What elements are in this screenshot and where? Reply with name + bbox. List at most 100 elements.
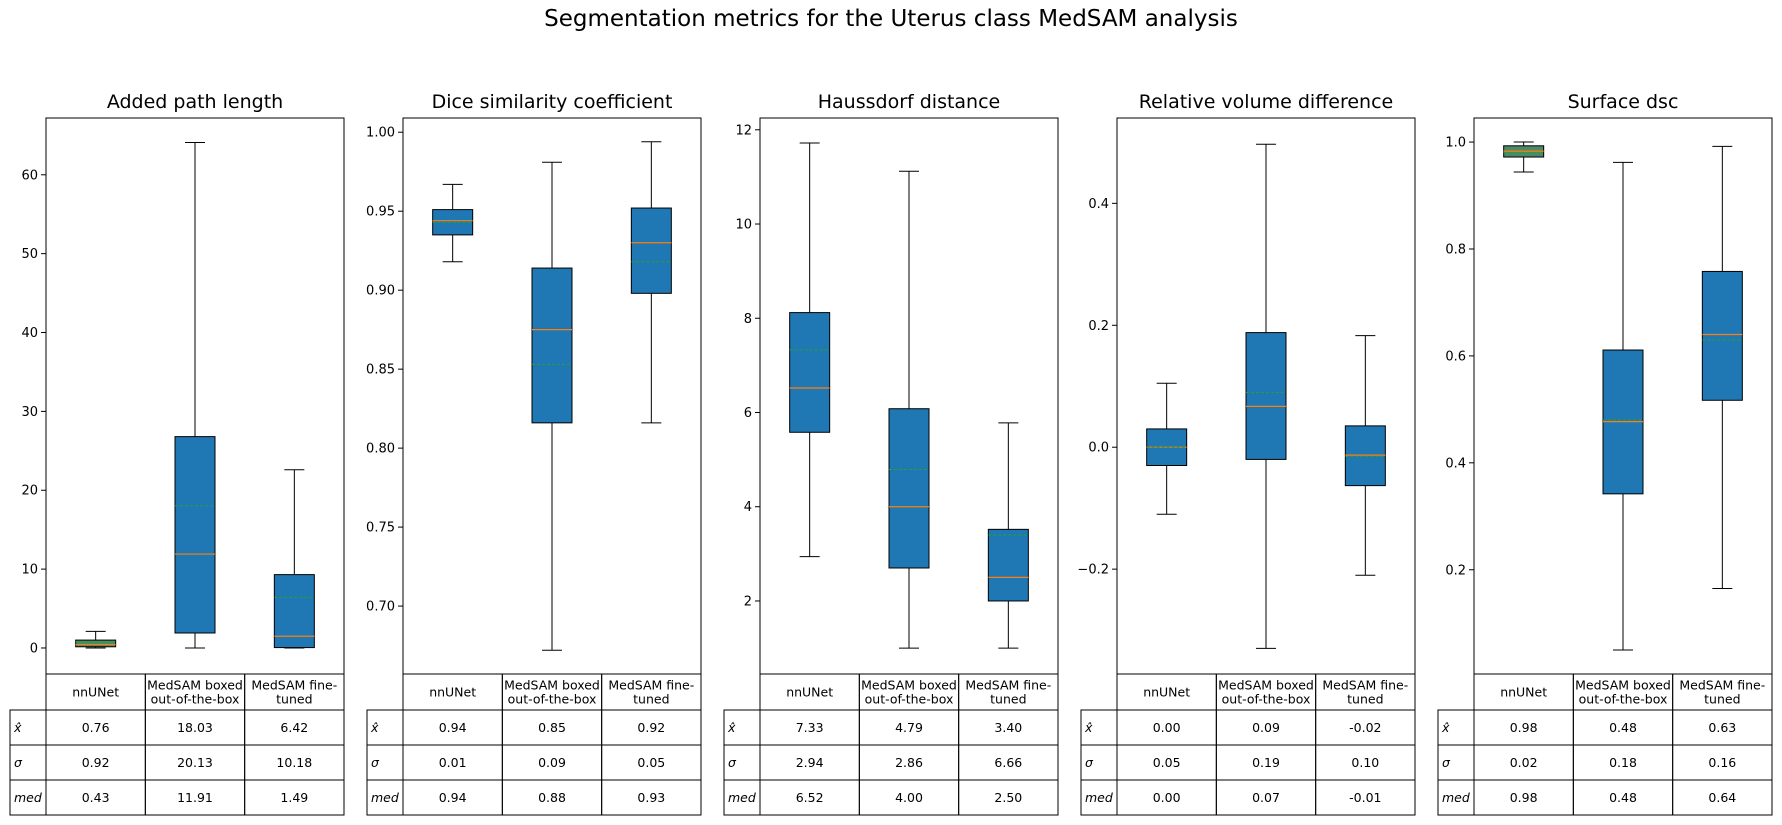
y-tick-label: 0.6 xyxy=(1445,349,1466,364)
table-value: 6.52 xyxy=(796,790,824,805)
table-value: 0.63 xyxy=(1708,720,1736,735)
table-value: 4.79 xyxy=(895,720,923,735)
table-cell xyxy=(958,779,1059,816)
table-column-label: MedSAM boxed xyxy=(504,678,600,693)
subplot-title: Dice similarity coefficient xyxy=(432,91,673,113)
subplot-4: Relative volume difference −0.2 0.0 0.2 0.4 n… xyxy=(1077,91,1416,816)
y-tick-label: 1.0 xyxy=(1445,136,1466,151)
table-value: 0.02 xyxy=(1510,755,1538,770)
table-column-label: MedSAM fine- xyxy=(965,678,1051,693)
table-row-label: σ xyxy=(1442,755,1451,770)
table-column-label: out-of-the-box xyxy=(1222,692,1311,707)
table-value: -0.02 xyxy=(1349,720,1381,735)
table-row-label: x̂ xyxy=(727,720,736,735)
figure-title: Segmentation metrics for the Uterus clas… xyxy=(544,6,1238,32)
subplot-title: Haussdorf distance xyxy=(818,91,1001,113)
table-row-label: x̂ xyxy=(1084,720,1093,735)
table-row-label: x̂ xyxy=(370,720,379,735)
y-tick-label: 0.70 xyxy=(366,600,395,615)
y-tick-label: 0.4 xyxy=(1445,456,1466,471)
subplot-title: Added path length xyxy=(107,91,283,113)
y-tick-label: −0.2 xyxy=(1077,563,1109,578)
table-value: 0.43 xyxy=(82,790,110,805)
y-tick-label: 2 xyxy=(744,594,752,609)
iqr-box xyxy=(888,408,930,569)
y-tick-label: 0 xyxy=(30,641,38,656)
y-tick-label: 0.2 xyxy=(1088,319,1109,334)
box-2 xyxy=(888,170,930,649)
table-column-label: MedSAM boxed xyxy=(861,678,957,693)
table-value: 0.19 xyxy=(1252,755,1280,770)
table-column-label: MedSAM fine- xyxy=(251,678,337,693)
table-column-label: tuned xyxy=(1347,692,1383,707)
table-value: 0.09 xyxy=(538,755,566,770)
table-value: 3.40 xyxy=(994,720,1022,735)
table-row-label: σ xyxy=(1085,755,1094,770)
y-tick-label: 0.85 xyxy=(366,363,395,378)
table-value: 20.13 xyxy=(177,755,213,770)
table-value: 0.01 xyxy=(439,755,467,770)
y-tick-label: 0.75 xyxy=(366,521,395,536)
table-row-label: med xyxy=(728,790,756,805)
table-value: 0.88 xyxy=(538,790,566,805)
table-row-label: x̂ xyxy=(13,720,22,735)
table-value: 0.94 xyxy=(439,720,467,735)
table-value: 0.48 xyxy=(1609,790,1637,805)
box-1 xyxy=(789,142,831,558)
table-value: 0.10 xyxy=(1351,755,1379,770)
table-value: 18.03 xyxy=(177,720,213,735)
subplot-3: Haussdorf distance 2 4 6 8 10 12 nnUNet MedSAM b… xyxy=(723,91,1059,816)
table-column-label: MedSAM fine- xyxy=(608,678,694,693)
box-3 xyxy=(1701,145,1743,589)
table-column-label: out-of-the-box xyxy=(1579,692,1668,707)
table-value: 0.00 xyxy=(1153,720,1181,735)
table-value: -0.01 xyxy=(1349,790,1381,805)
table-column-label: tuned xyxy=(633,692,669,707)
table-value: 0.76 xyxy=(82,720,110,735)
table-row-label: σ xyxy=(14,755,23,770)
iqr-box xyxy=(273,574,315,649)
subplot-5: Surface dsc 0.2 0.4 0.6 0.8 1.0 nnUNet MedSAM b… xyxy=(1437,91,1773,816)
table-value: 0.07 xyxy=(1252,790,1280,805)
subplot-title: Surface dsc xyxy=(1568,91,1679,113)
y-tick-label: 0.80 xyxy=(366,442,395,457)
table-value: 0.64 xyxy=(1708,790,1736,805)
box-1 xyxy=(432,183,474,263)
table-value: 0.09 xyxy=(1252,720,1280,735)
table-value: 0.92 xyxy=(637,720,665,735)
iqr-box xyxy=(789,312,831,433)
y-tick-label: 4 xyxy=(744,500,752,515)
y-tick-label: 0.8 xyxy=(1445,242,1466,257)
table-value: 2.86 xyxy=(895,755,923,770)
box-3 xyxy=(273,469,315,649)
iqr-box xyxy=(1245,332,1287,460)
y-tick-label: 12 xyxy=(735,123,752,138)
table-value: 0.85 xyxy=(538,720,566,735)
table-value: 2.50 xyxy=(994,790,1022,805)
box-3 xyxy=(1344,335,1386,576)
box-3 xyxy=(987,422,1029,649)
iqr-box xyxy=(630,207,672,294)
subplot-title: Relative volume difference xyxy=(1139,91,1393,113)
y-tick-label: 10 xyxy=(735,218,752,233)
box-3 xyxy=(630,141,672,424)
iqr-box xyxy=(531,267,573,424)
table-value: 0.94 xyxy=(439,790,467,805)
y-tick-label: 30 xyxy=(21,405,38,420)
table-column-label: out-of-the-box xyxy=(151,692,240,707)
y-tick-label: 0.0 xyxy=(1088,441,1109,456)
table-cell xyxy=(601,779,702,816)
table-row-label: med xyxy=(371,790,399,805)
table-value: 0.93 xyxy=(637,790,665,805)
table-value: 0.00 xyxy=(1153,790,1181,805)
table-row-label: x̂ xyxy=(1441,720,1450,735)
table-cell xyxy=(1672,779,1773,816)
y-tick-label: 40 xyxy=(21,326,38,341)
table-row-label: σ xyxy=(728,755,737,770)
table-value: 6.66 xyxy=(994,755,1022,770)
iqr-box xyxy=(1701,270,1743,401)
